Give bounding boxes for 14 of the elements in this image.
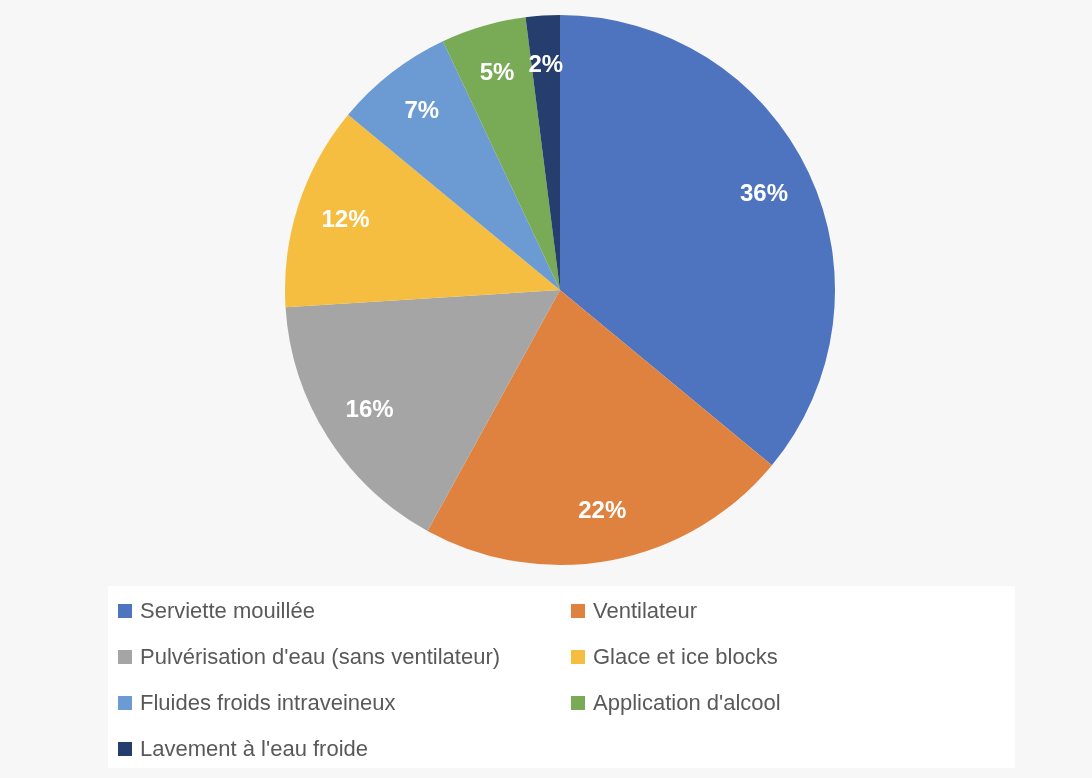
data-label: 2% — [528, 49, 564, 77]
legend-label: Pulvérisation d'eau (sans ventilateur) — [140, 644, 501, 670]
legend-label: Serviette mouillée — [140, 598, 315, 624]
legend-label: Lavement à l'eau froide — [140, 736, 369, 762]
legend-label: Ventilateur — [593, 598, 697, 624]
data-label: 36% — [740, 178, 789, 206]
data-label: 7% — [404, 96, 440, 124]
data-label: 16% — [345, 395, 394, 423]
data-label: 12% — [321, 204, 370, 232]
data-label: 5% — [479, 58, 515, 86]
legend-label: Application d'alcool — [593, 690, 781, 716]
legend-label: Fluides froids intraveineux — [140, 690, 396, 716]
legend-label: Glace et ice blocks — [593, 644, 778, 670]
data-label: 22% — [578, 496, 627, 524]
